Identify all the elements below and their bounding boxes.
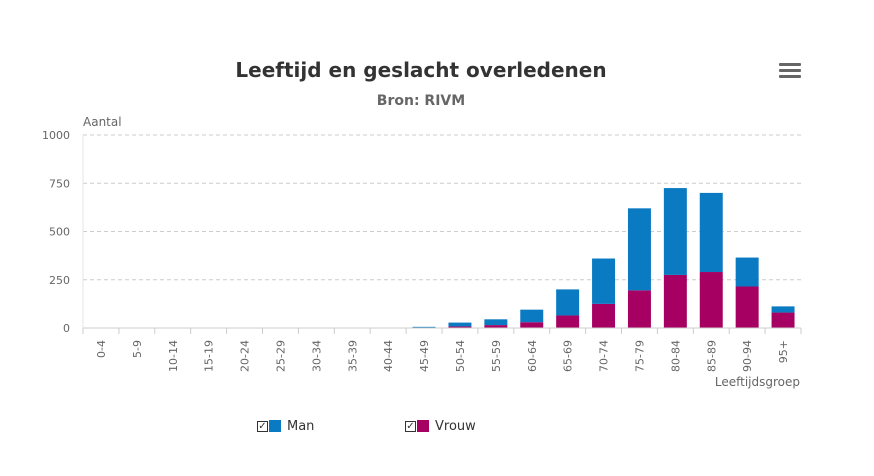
bar-vrouw[interactable] xyxy=(735,286,759,328)
y-axis-label: Aantal xyxy=(83,115,122,129)
x-tick-label: 50-54 xyxy=(454,340,467,372)
x-tick-label: 60-64 xyxy=(526,340,539,372)
bar-man[interactable] xyxy=(699,192,723,273)
x-tick-label: 35-39 xyxy=(346,340,359,372)
bar-man[interactable] xyxy=(412,326,436,328)
x-tick-label: 40-44 xyxy=(382,340,395,372)
bar-man[interactable] xyxy=(663,188,687,275)
y-tick-label: 250 xyxy=(49,274,70,287)
legend-label-vrouw: Vrouw xyxy=(435,418,476,434)
legend-swatch-man xyxy=(269,420,281,432)
x-tick-label: 90-94 xyxy=(741,340,754,372)
legend-item-man[interactable]: ✓ Man xyxy=(257,418,314,434)
bar-man[interactable] xyxy=(592,258,616,304)
legend-swatch-vrouw xyxy=(417,420,429,432)
bar-vrouw[interactable] xyxy=(699,272,723,328)
x-axis-label: Leeftijdsgroep xyxy=(715,375,800,389)
bar-man[interactable] xyxy=(735,257,759,287)
chart-title: Leeftijd en geslacht overledenen xyxy=(235,58,607,82)
x-tick-label: 85-89 xyxy=(705,340,718,372)
bar-vrouw[interactable] xyxy=(448,326,472,328)
bar-man[interactable] xyxy=(627,208,651,291)
bar-vrouw[interactable] xyxy=(771,312,795,328)
x-tick-label: 75-79 xyxy=(633,340,646,372)
bar-vrouw[interactable] xyxy=(663,274,687,328)
hamburger-menu-icon[interactable] xyxy=(779,63,801,81)
bar-vrouw[interactable] xyxy=(627,290,651,328)
checkbox-icon[interactable]: ✓ xyxy=(257,420,268,432)
bar-vrouw[interactable] xyxy=(592,303,616,328)
chart-subtitle: Bron: RIVM xyxy=(376,93,466,109)
x-tick-label: 80-84 xyxy=(669,340,682,372)
bar-man[interactable] xyxy=(556,289,580,316)
bar-vrouw[interactable] xyxy=(484,325,508,328)
x-tick-label: 70-74 xyxy=(598,340,611,372)
x-tick-label: 95+ xyxy=(777,340,790,363)
x-tick-label: 5-9 xyxy=(131,340,144,358)
y-tick-label: 1000 xyxy=(42,129,70,142)
bar-vrouw[interactable] xyxy=(520,322,544,328)
bar-vrouw[interactable] xyxy=(556,315,580,328)
legend-item-vrouw[interactable]: ✓ Vrouw xyxy=(405,418,476,434)
x-tick-label: 10-14 xyxy=(167,340,180,372)
x-tick-label: 30-34 xyxy=(310,340,323,372)
x-tick-label: 55-59 xyxy=(490,340,503,372)
x-tick-label: 0-4 xyxy=(95,340,108,358)
y-tick-label: 500 xyxy=(49,226,70,239)
x-tick-label: 20-24 xyxy=(239,340,252,372)
x-tick-label: 25-29 xyxy=(274,340,287,372)
bar-man[interactable] xyxy=(520,309,544,323)
y-tick-label: 750 xyxy=(49,177,70,190)
bar-man[interactable] xyxy=(448,322,472,327)
bar-man[interactable] xyxy=(771,306,795,313)
y-tick-label: 0 xyxy=(63,322,70,335)
x-tick-label: 45-49 xyxy=(418,340,431,372)
x-tick-label: 65-69 xyxy=(562,340,575,372)
legend-label-man: Man xyxy=(287,418,315,434)
checkbox-icon[interactable]: ✓ xyxy=(405,420,416,432)
x-tick-label: 15-19 xyxy=(203,340,216,372)
bar-man[interactable] xyxy=(484,319,508,326)
